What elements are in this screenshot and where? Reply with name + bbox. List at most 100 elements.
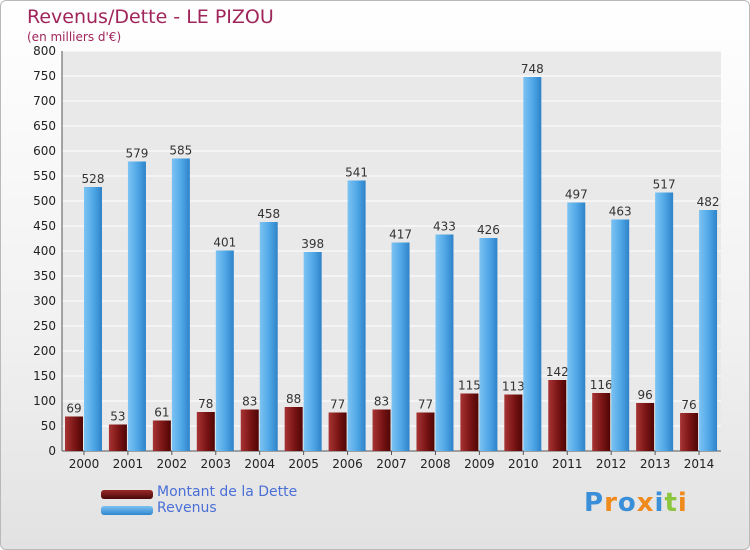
data-label-debt: 88 [286,392,301,406]
bar-revenue [611,219,630,451]
data-label-revenue: 482 [697,195,720,209]
data-label-revenue: 458 [257,207,280,221]
x-tick-label: 2002 [157,457,188,471]
data-label-revenue: 497 [565,188,588,202]
x-tick-label: 2003 [200,457,231,471]
y-tick-label: 800 [33,44,56,58]
bar-debt [416,412,435,451]
data-label-debt: 115 [458,379,481,393]
y-tick-label: 300 [33,294,56,308]
logo-letter: i [677,488,688,518]
legend-label-revenue: Revenus [157,500,217,516]
bar-revenue [259,222,278,451]
logo-letter: P [584,488,605,518]
bar-revenue [699,210,718,451]
data-label-debt: 77 [418,398,433,412]
data-label-debt: 113 [502,380,525,394]
data-label-debt: 61 [154,406,169,420]
x-tick-label: 2011 [552,457,583,471]
y-tick-label: 450 [33,219,56,233]
x-tick-label: 2008 [420,457,451,471]
bar-revenue [347,180,366,451]
x-tick-label: 2000 [69,457,100,471]
data-label-debt: 83 [374,395,389,409]
x-tick-label: 2007 [376,457,407,471]
x-tick-label: 2013 [640,457,671,471]
y-tick-label: 350 [33,269,56,283]
y-tick-label: 0 [48,444,56,458]
bar-revenue [215,250,234,451]
data-label-revenue: 585 [169,144,192,158]
x-tick-label: 2001 [113,457,144,471]
bar-debt [592,393,611,451]
data-label-revenue: 401 [213,236,236,250]
data-label-debt: 116 [590,378,613,392]
logo-letter: r [604,488,618,518]
y-tick-label: 250 [33,319,56,333]
y-tick-label: 600 [33,144,56,158]
bar-debt [548,380,567,451]
y-tick-label: 150 [33,369,56,383]
proxiti-logo: Proxiti [584,488,688,518]
x-tick-label: 2004 [244,457,275,471]
data-label-revenue: 463 [609,205,632,219]
data-label-revenue: 541 [345,166,368,180]
y-tick-label: 400 [33,244,56,258]
data-label-debt: 142 [546,365,569,379]
bar-debt [680,413,699,451]
bar-debt [108,424,127,451]
data-label-revenue: 579 [125,147,148,161]
y-tick-label: 650 [33,119,56,133]
y-tick-label: 200 [33,344,56,358]
y-tick-label: 550 [33,169,56,183]
bar-debt [152,420,171,451]
bar-debt [65,416,83,451]
data-label-debt: 53 [110,410,125,424]
bar-revenue [479,238,498,451]
data-label-debt: 77 [330,398,345,412]
y-tick-label: 100 [33,394,56,408]
data-label-revenue: 528 [82,172,105,186]
logo-letter: o [617,488,637,518]
x-tick-label: 2009 [464,457,495,471]
data-label-revenue: 417 [389,228,412,242]
data-label-revenue: 517 [653,178,676,192]
data-label-revenue: 426 [477,223,500,237]
y-tick-label: 500 [33,194,56,208]
legend-label-debt: Montant de la Dette [157,484,298,500]
bar-revenue [127,161,146,451]
bar-revenue [655,192,674,451]
bar-debt [372,409,391,451]
bar-revenue [435,234,454,451]
bar-revenue [523,77,542,451]
chart-title: Revenus/Dette - LE PIZOU [27,6,274,28]
x-tick-label: 2005 [288,457,319,471]
y-tick-label: 50 [41,419,56,433]
bar-revenue [391,242,410,451]
bar-debt [636,403,655,451]
data-label-debt: 76 [681,398,696,412]
data-label-revenue: 433 [433,220,456,234]
bar-debt [460,393,479,451]
x-tick-label: 2010 [508,457,539,471]
bar-revenue [567,202,586,451]
bar-debt [328,412,347,451]
y-tick-label: 750 [33,69,56,83]
legend-swatch-debt [101,490,153,499]
x-tick-label: 2014 [684,457,715,471]
data-label-debt: 83 [242,395,257,409]
data-label-debt: 78 [198,397,213,411]
logo-letter: t [664,488,678,518]
logo-letter: x [636,488,655,518]
bar-debt [240,409,259,451]
bar-debt [284,407,303,451]
legend-swatch-revenue [101,506,153,515]
y-tick-label: 700 [33,94,56,108]
data-label-debt: 96 [637,388,652,402]
x-tick-label: 2012 [596,457,627,471]
data-label-revenue: 748 [521,62,544,76]
bar-debt [504,394,523,451]
chart-subtitle: (en milliers d'€) [27,30,122,44]
